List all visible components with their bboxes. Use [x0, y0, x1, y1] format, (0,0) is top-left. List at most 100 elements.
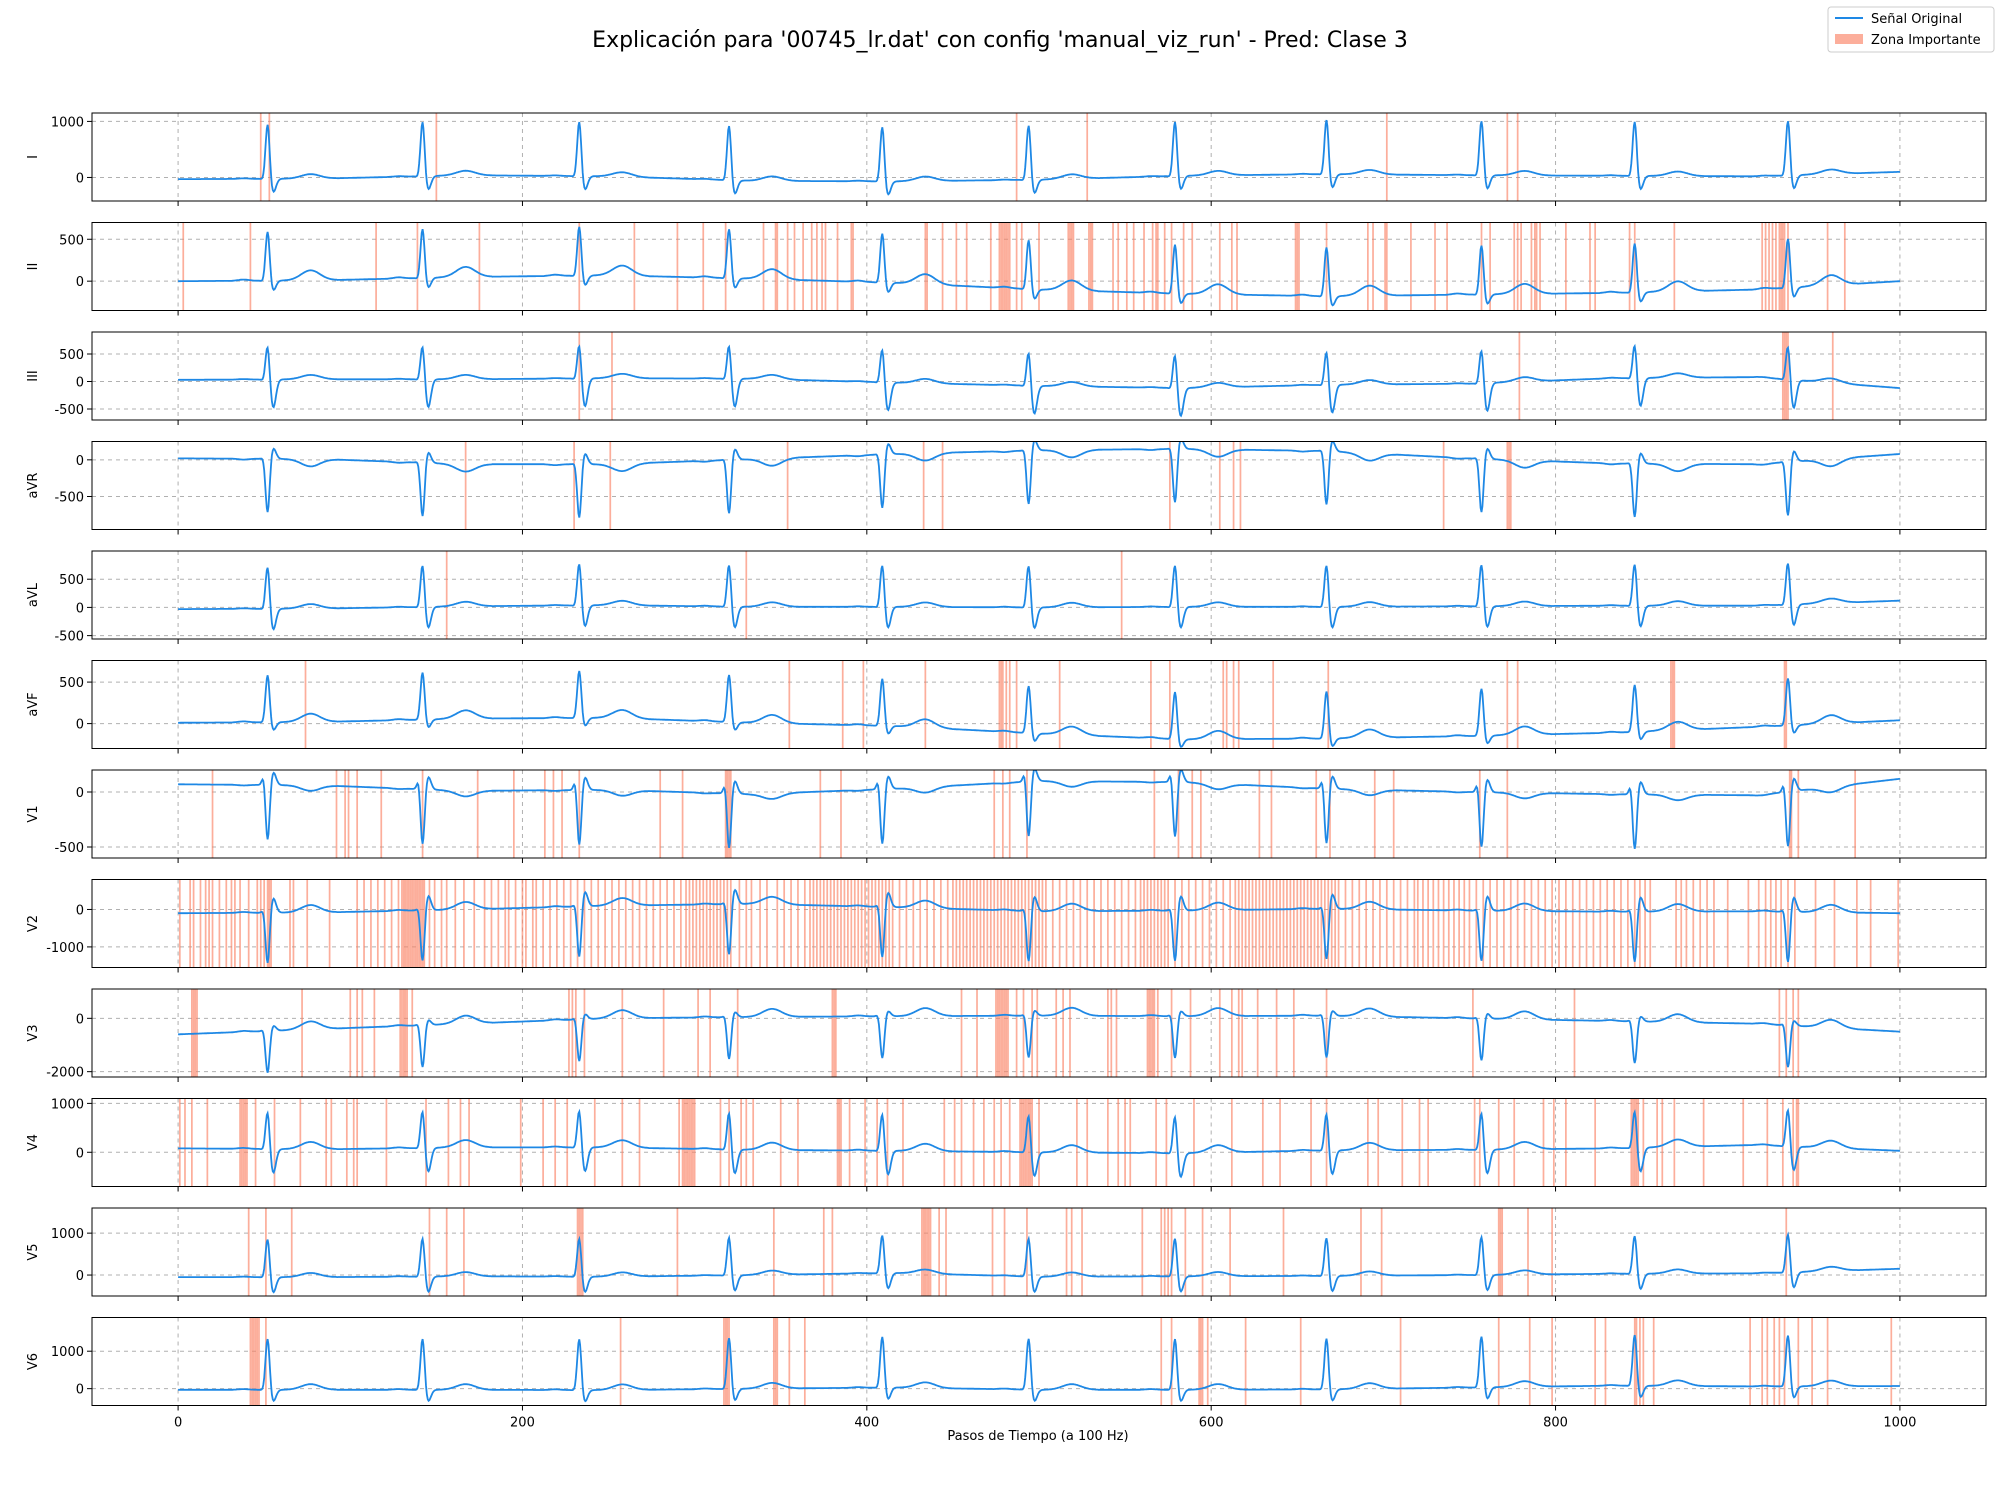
important-zone [1014, 879, 1016, 968]
important-zone [1373, 770, 1376, 858]
important-zone [1279, 879, 1281, 968]
important-zone [1177, 770, 1180, 858]
important-zone [1115, 989, 1118, 1077]
important-zone [822, 1208, 825, 1296]
important-zone [1199, 770, 1202, 858]
important-zone [786, 222, 789, 311]
important-zone [1134, 879, 1137, 968]
important-zone [1258, 770, 1261, 858]
important-zone [1656, 1098, 1658, 1187]
important-zone [802, 222, 804, 311]
important-zone [1432, 879, 1435, 968]
important-zone [1146, 879, 1149, 968]
important-zone [834, 989, 837, 1077]
important-zone [724, 1317, 727, 1406]
important-zone [1236, 222, 1238, 311]
important-zone [1565, 222, 1567, 311]
important-zone [1747, 879, 1750, 968]
important-zone [1778, 1317, 1781, 1406]
panel-frame [91, 550, 1987, 640]
important-zone [191, 1098, 193, 1187]
important-zone [1406, 879, 1409, 968]
important-zone [1007, 879, 1009, 968]
important-zone [1527, 1208, 1529, 1296]
y-tick-label: 0 [76, 454, 84, 469]
important-zone [411, 989, 414, 1077]
important-zone [685, 1098, 687, 1187]
important-zone [924, 660, 927, 749]
important-zone [290, 1208, 293, 1296]
important-zone [1509, 879, 1512, 968]
important-zone [1222, 879, 1225, 968]
important-zone [1237, 989, 1240, 1077]
important-zone [421, 879, 424, 968]
important-zone [1385, 113, 1388, 201]
important-zone [1792, 989, 1795, 1077]
important-zone [1275, 989, 1278, 1077]
important-zone [1000, 222, 1002, 311]
x-tick-label: 600 [1199, 1416, 1224, 1431]
important-zone [943, 1098, 946, 1187]
signal-line-III [178, 343, 1900, 418]
important-zone [497, 879, 500, 968]
important-zone [1530, 879, 1533, 968]
important-zone [1766, 1317, 1769, 1406]
y-tick-label: 0 [76, 1012, 84, 1027]
important-zone [1031, 1098, 1033, 1187]
important-zone [1890, 1317, 1893, 1406]
important-zone [1380, 1208, 1383, 1296]
y-tick-label: 500 [59, 573, 84, 588]
important-zone [688, 879, 691, 968]
important-zone [1523, 879, 1526, 968]
y-tick-label: 0 [76, 1146, 84, 1161]
important-zone [1713, 879, 1715, 968]
important-zone [1520, 222, 1522, 311]
important-zone [1516, 660, 1519, 749]
important-zone [1218, 222, 1221, 311]
important-zone [1201, 879, 1204, 968]
important-zone [1182, 222, 1185, 311]
important-zone [1644, 879, 1646, 968]
important-zone [1156, 222, 1159, 311]
important-zone [1427, 1098, 1429, 1187]
important-zone [1129, 1098, 1132, 1187]
important-zone [993, 879, 996, 968]
important-zone [1026, 1098, 1028, 1187]
important-zone [1764, 222, 1767, 311]
important-zone [797, 1098, 799, 1187]
important-zone [840, 770, 842, 858]
signal-line-II [178, 226, 1900, 307]
important-zone [1856, 879, 1858, 968]
important-zone [1528, 1317, 1531, 1406]
important-zone [1019, 1098, 1021, 1187]
important-zone [1086, 113, 1089, 201]
important-zone [420, 879, 422, 968]
important-zone [1329, 770, 1331, 858]
legend-box [1827, 6, 1995, 53]
important-zone [1163, 879, 1166, 968]
important-zone [924, 222, 927, 311]
important-zone [1107, 879, 1109, 968]
important-zone [819, 770, 822, 858]
important-zone [401, 989, 403, 1077]
important-zone [1272, 660, 1275, 749]
important-zone [597, 879, 600, 968]
important-zone [561, 770, 563, 858]
important-zone [440, 879, 443, 968]
y-tick-label: 0 [76, 376, 84, 391]
important-zone [1003, 989, 1006, 1077]
important-zone [1015, 222, 1018, 311]
important-zone [1792, 1098, 1795, 1187]
important-zone [831, 1208, 834, 1296]
panel-frame [91, 769, 1987, 859]
important-zone [886, 1098, 889, 1187]
important-zone [998, 660, 1001, 749]
important-zone [413, 879, 415, 968]
important-zone [686, 1098, 689, 1187]
important-zone [1255, 879, 1257, 968]
important-zone [406, 879, 408, 968]
important-zone [1261, 1098, 1264, 1187]
important-zone [853, 879, 856, 968]
important-zone [1089, 222, 1092, 311]
important-zone [463, 879, 465, 968]
